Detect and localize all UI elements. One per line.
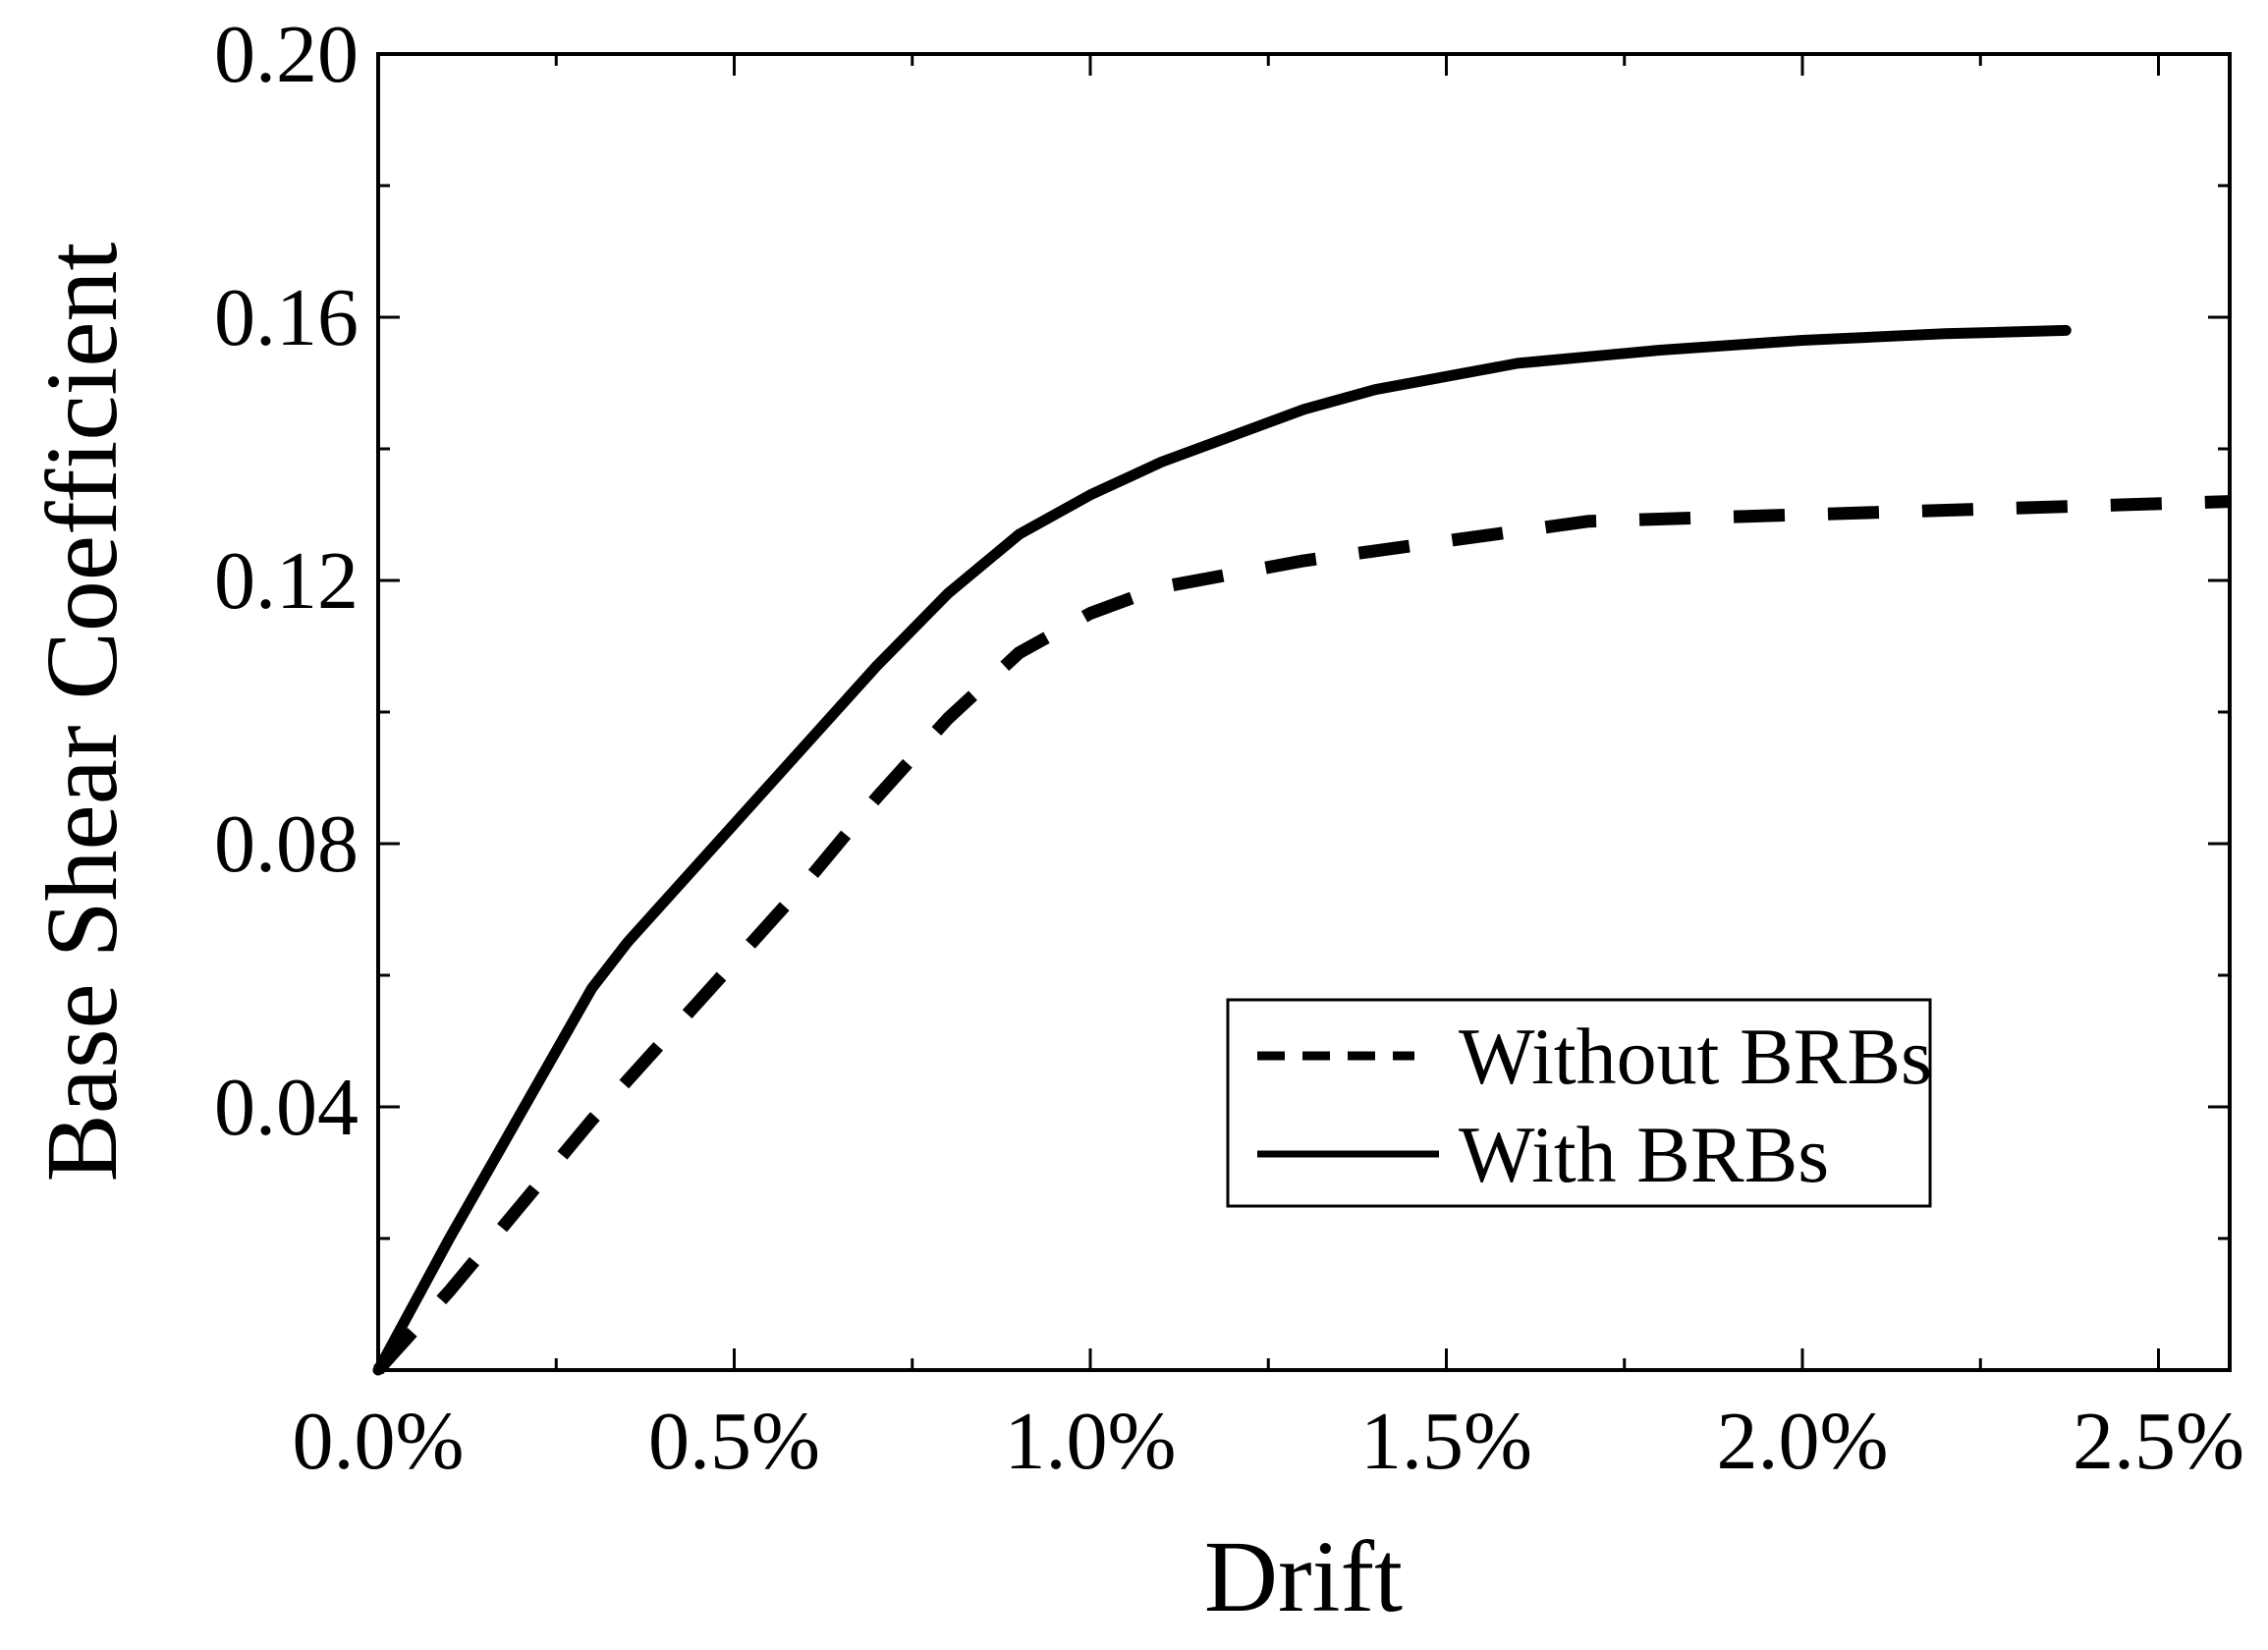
- x-tick-label: 0.0%: [293, 1396, 465, 1487]
- x-tick-label: 1.5%: [1360, 1396, 1532, 1487]
- series-line-without-brbs: [373, 495, 2231, 1375]
- x-axis-title: Drift: [1204, 1520, 1403, 1633]
- x-tick-label: 2.0%: [1717, 1396, 1889, 1487]
- legend: Without BRBs With BRBs: [1226, 998, 1932, 1208]
- axis-ticks: [376, 52, 2230, 1370]
- x-tick-label: 1.0%: [1005, 1396, 1177, 1487]
- y-tick-label: 0.08: [214, 798, 359, 890]
- x-tick-label: 0.5%: [648, 1396, 820, 1487]
- y-axis-title: Base Shear Coefficient: [26, 242, 138, 1182]
- legend-label-with-brbs: With BRBs: [1459, 1110, 1829, 1199]
- series-line-with-brbs: [372, 324, 2072, 1376]
- x-tick-label: 2.5%: [2073, 1396, 2244, 1487]
- y-tick-label: 0.16: [214, 272, 359, 363]
- legend-label-without-brbs: Without BRBs: [1459, 1012, 1932, 1101]
- legend-box: [1226, 998, 1932, 1208]
- y-tick-label: 0.12: [214, 535, 359, 627]
- y-tick-label: 0.04: [214, 1062, 359, 1153]
- series-lines: [372, 324, 2231, 1376]
- axis-tick-labels: 0.0% 0.5% 1.0% 1.5% 2.0% 2.5% 0.04 0.08 0.12 0.16…: [214, 9, 2244, 1487]
- y-tick-label: 0.20: [214, 9, 359, 100]
